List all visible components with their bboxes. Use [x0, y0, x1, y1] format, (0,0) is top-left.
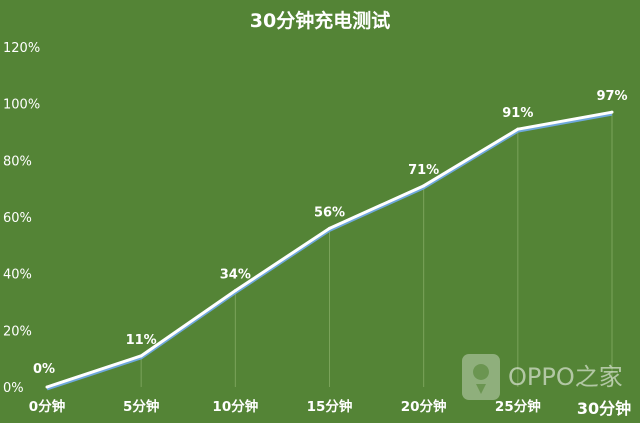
- data-label: 11%: [126, 333, 157, 348]
- data-point: [422, 184, 426, 188]
- y-tick-label: 40%: [3, 268, 32, 283]
- y-tick-label: 80%: [3, 154, 32, 169]
- data-point: [45, 385, 49, 389]
- x-tick-label: 15分钟: [307, 398, 353, 415]
- data-point: [139, 354, 143, 358]
- drop-lines: [140, 112, 613, 387]
- x-tick-label: 30分钟: [577, 399, 631, 418]
- series-line: [45, 110, 614, 391]
- y-tick-label: 100%: [3, 98, 40, 113]
- data-point: [233, 289, 237, 293]
- y-axis-ticks: 0% 20% 40% 60% 80% 100% 120%: [3, 41, 40, 396]
- data-label: 0%: [33, 362, 55, 377]
- x-tick-label: 0分钟: [29, 398, 65, 415]
- data-label: 71%: [408, 163, 439, 178]
- data-point: [610, 110, 614, 114]
- x-tick-label: 5分钟: [123, 398, 159, 415]
- series-line-shadow: [46, 112, 613, 391]
- watermark: OPPO之家: [462, 354, 623, 400]
- oppo-logo-mark: [472, 364, 489, 394]
- x-tick-label: 25分钟: [495, 398, 541, 415]
- data-label: 56%: [314, 205, 345, 220]
- x-tick-label: 10分钟: [212, 398, 258, 415]
- data-label: 97%: [596, 89, 627, 104]
- data-point: [328, 226, 331, 230]
- x-tick-label: 20分钟: [401, 398, 447, 415]
- y-tick-label: 0%: [3, 381, 24, 396]
- x-axis-ticks: 0分钟 5分钟 10分钟 15分钟 20分钟 25分钟 30分钟: [29, 398, 631, 418]
- y-tick-label: 60%: [3, 211, 32, 226]
- y-tick-label: 20%: [3, 324, 32, 339]
- watermark-text: OPPO之家: [508, 363, 623, 391]
- y-tick-label: 120%: [3, 41, 40, 56]
- data-label: 91%: [502, 106, 533, 121]
- data-label: 34%: [220, 268, 251, 283]
- chart-title: 30分钟充电测试: [250, 9, 390, 32]
- data-labels: 0% 11% 34% 56% 71% 91% 97%: [33, 89, 628, 377]
- data-point: [516, 127, 520, 131]
